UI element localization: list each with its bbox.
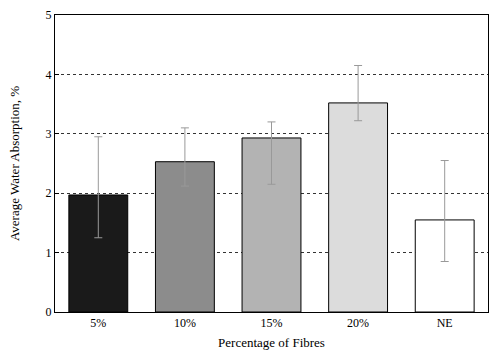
- svg-text:4: 4: [46, 68, 52, 82]
- svg-text:Percentage of Fibres: Percentage of Fibres: [218, 335, 325, 350]
- svg-text:NE: NE: [437, 316, 453, 330]
- svg-text:20%: 20%: [347, 316, 369, 330]
- svg-text:5%: 5%: [90, 316, 106, 330]
- svg-text:5: 5: [46, 8, 52, 22]
- svg-text:10%: 10%: [174, 316, 196, 330]
- svg-text:1: 1: [46, 246, 52, 260]
- svg-text:15%: 15%: [261, 316, 283, 330]
- svg-text:3: 3: [46, 127, 52, 141]
- svg-text:0: 0: [46, 305, 52, 319]
- svg-text:Average Water Absorption, %: Average Water Absorption, %: [7, 86, 22, 241]
- svg-text:2: 2: [46, 186, 52, 200]
